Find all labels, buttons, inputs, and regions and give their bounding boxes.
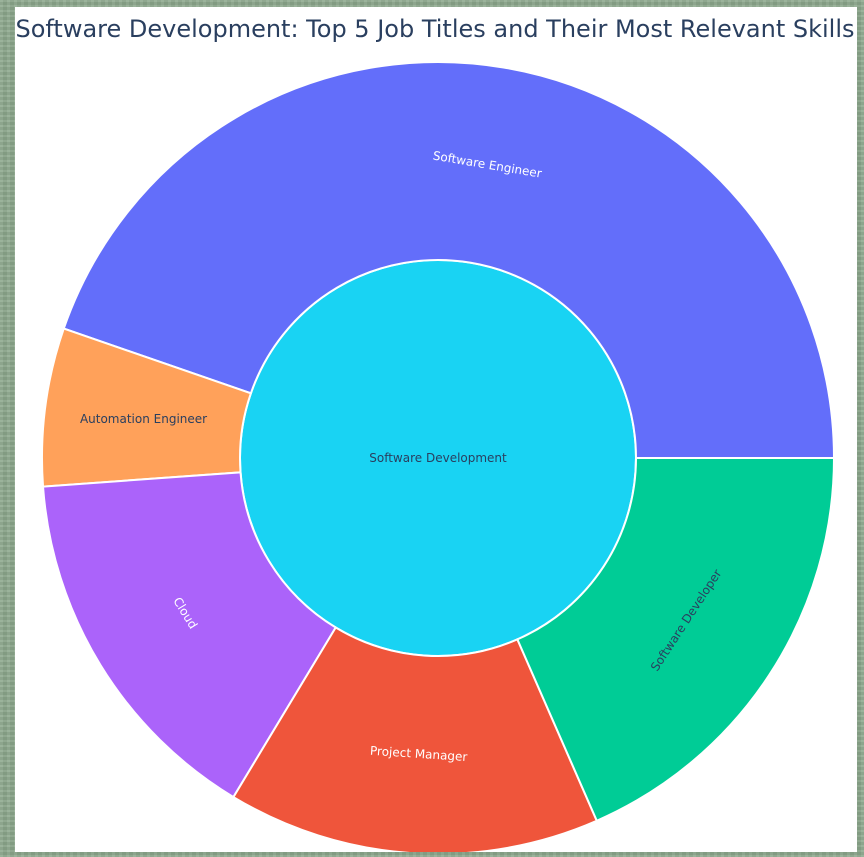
chart-card: Software Development: Top 5 Job Titles a…	[15, 7, 857, 852]
sunburst-segment-cloud[interactable]	[41, 471, 338, 799]
chart-title: Software Development: Top 5 Job Titles a…	[15, 15, 855, 43]
segment-label-automation-engineer: Automation Engineer	[80, 412, 207, 426]
root-label: Software Development	[369, 451, 507, 465]
sunburst-segment-software-engineer[interactable]	[62, 61, 836, 459]
sunburst-segment-software-developer[interactable]	[516, 457, 836, 823]
segment-label-project-manager: Project Manager	[370, 744, 468, 764]
sunburst-segment-project-manager[interactable]	[232, 626, 599, 852]
